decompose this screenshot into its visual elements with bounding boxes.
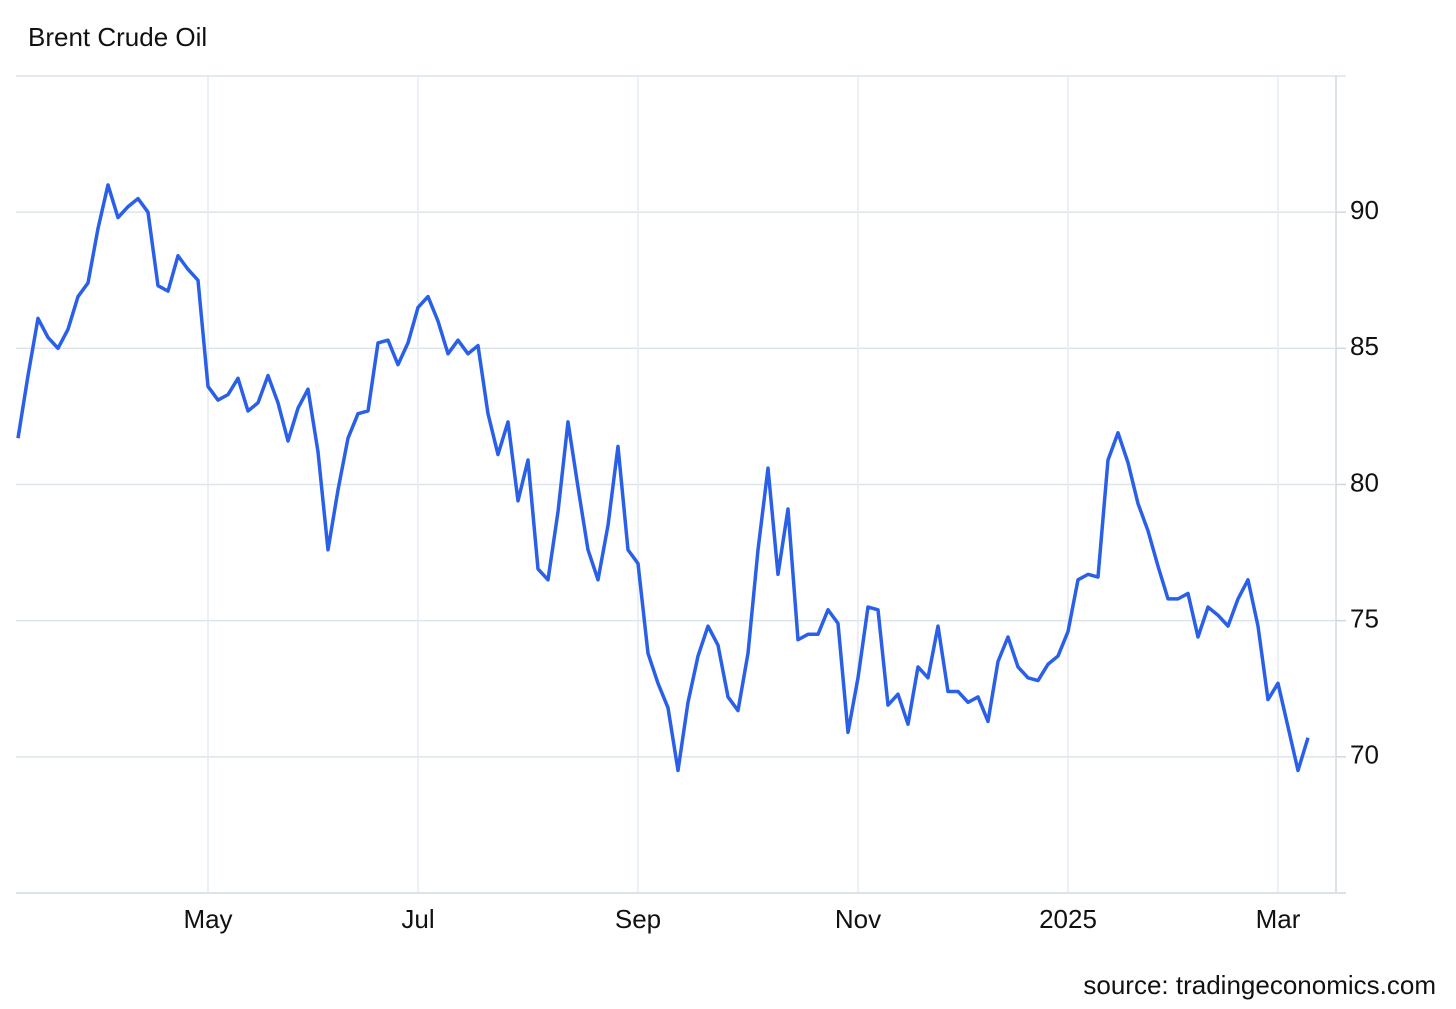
chart-title: Brent Crude Oil bbox=[28, 22, 207, 52]
x-tick-label: 2025 bbox=[1039, 904, 1097, 934]
x-tick-label: Mar bbox=[1256, 904, 1301, 934]
y-tick-label: 85 bbox=[1350, 331, 1379, 361]
x-tick-label: Sep bbox=[615, 904, 661, 934]
y-tick-label: 70 bbox=[1350, 740, 1379, 770]
y-tick-label: 75 bbox=[1350, 604, 1379, 634]
x-tick-label: May bbox=[183, 904, 232, 934]
y-tick-label: 90 bbox=[1350, 195, 1379, 225]
x-tick-label: Jul bbox=[401, 904, 434, 934]
x-tick-label: Nov bbox=[835, 904, 881, 934]
price-line bbox=[16, 183, 1310, 773]
source-note: source: tradingeconomics.com bbox=[1083, 970, 1436, 1000]
y-tick-label: 80 bbox=[1350, 467, 1379, 497]
